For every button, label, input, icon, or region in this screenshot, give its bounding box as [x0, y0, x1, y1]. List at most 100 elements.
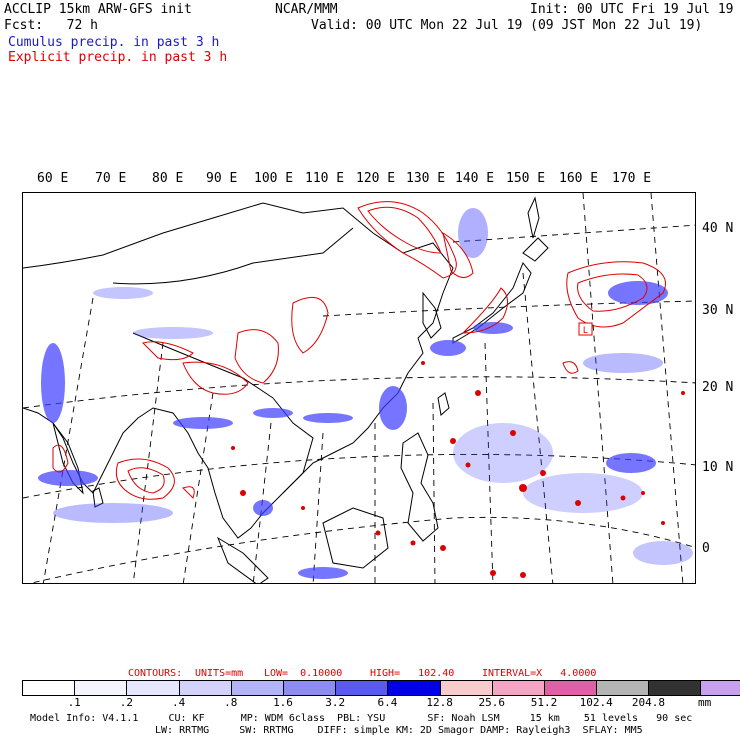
colorbar-cell	[701, 681, 740, 695]
init-time: Init: 00 UTC Fri 19 Jul 19	[530, 2, 734, 17]
lon-label: 80 E	[152, 171, 184, 186]
contours-high: HIGH= 102.40	[370, 668, 455, 679]
contours-units: UNITS=mm	[195, 668, 244, 679]
explicit-cell	[301, 506, 305, 510]
lat-line-40	[452, 224, 695, 243]
explicit-cell	[450, 438, 456, 444]
colorbar-cell	[492, 681, 545, 695]
cumulus-cell	[298, 567, 348, 579]
colorbar-label: 12.8	[426, 696, 453, 709]
cumulus-cell	[173, 417, 233, 429]
explicit-cell	[440, 545, 446, 551]
cumulus-cell	[38, 470, 98, 486]
map-canvas: L	[23, 193, 695, 583]
coast-sakhalin	[527, 196, 540, 239]
lon-label: 90 E	[206, 171, 238, 186]
lat-label: 10 N	[702, 460, 734, 475]
legend-cumulus: Cumulus precip. in past 3 h	[8, 35, 220, 50]
contours-low: LOW= 0.10000	[264, 668, 343, 679]
coast-asia-main	[23, 202, 454, 539]
cumulus-cell	[608, 281, 668, 305]
cumulus-cell	[93, 287, 153, 299]
cumulus-cell	[606, 453, 656, 473]
meridian-130e	[432, 402, 436, 583]
cumulus-cell	[458, 208, 488, 258]
coast-sumatra	[216, 536, 269, 583]
lat-label: 0	[702, 541, 710, 556]
border-china-north	[112, 227, 354, 285]
lon-label: 110 E	[305, 171, 345, 186]
explicit-contour	[234, 329, 279, 384]
explicit-cell	[681, 391, 685, 395]
latitude-lines	[23, 224, 695, 583]
explicit-contour	[461, 287, 508, 334]
colorbar-label: 204.8	[631, 696, 665, 709]
explicit-cell	[465, 462, 471, 468]
lon-label: 120 E	[356, 171, 396, 186]
cumulus-cell	[379, 386, 407, 430]
lat-line-20	[23, 376, 695, 409]
low-box	[578, 322, 593, 336]
legend-explicit: Explicit precip. in past 3 h	[8, 50, 228, 65]
explicit-cell	[641, 491, 645, 495]
explicit-contour	[577, 273, 648, 312]
lat-label: 40 N	[702, 221, 734, 236]
colorbar-cell	[127, 681, 180, 695]
colorbar-cell	[597, 681, 650, 695]
explicit-contour	[127, 467, 165, 494]
lon-label: 170 E	[612, 171, 652, 186]
explicit-cell	[240, 490, 246, 496]
product-title: ACCLIP 15km ARW-GFS init	[4, 2, 192, 17]
explicit-precip	[52, 201, 666, 500]
coast-india	[52, 422, 84, 495]
lon-label: 140 E	[455, 171, 495, 186]
meridian-170e	[650, 193, 684, 583]
coast-japan	[452, 262, 532, 344]
lat-line-0	[29, 516, 695, 583]
explicit-cell	[540, 470, 546, 476]
cumulus-cell	[53, 503, 173, 523]
colorbar-unit: mm	[698, 696, 712, 709]
colorbar-label: .1	[67, 696, 81, 709]
explicit-contour	[182, 486, 195, 499]
colorbar-cell	[336, 681, 389, 695]
lon-label: 130 E	[406, 171, 446, 186]
colorbar-cell	[283, 681, 337, 695]
colorbar-cell	[544, 681, 598, 695]
explicit-specks	[231, 361, 685, 578]
low-box-label: L	[583, 325, 588, 335]
lon-label: 100 E	[254, 171, 294, 186]
coast-sri-lanka	[92, 487, 104, 508]
cumulus-cell	[303, 413, 353, 423]
coast-taiwan	[437, 392, 450, 416]
colorbar-cell	[23, 681, 76, 695]
explicit-cell	[410, 540, 416, 546]
explicit-cell	[519, 484, 527, 492]
colorbar-cell	[440, 681, 493, 695]
colorbar	[22, 680, 740, 696]
lon-label: 60 E	[37, 171, 69, 186]
lon-label: 70 E	[95, 171, 127, 186]
longitude-lines	[42, 193, 684, 583]
colorbar-label: 6.4	[377, 696, 398, 709]
colorbar-label: .4	[171, 696, 186, 709]
colorbar-label: 25.6	[478, 696, 506, 709]
explicit-cell	[520, 572, 526, 578]
meridian-160e	[582, 193, 614, 583]
meridian-80e	[132, 342, 164, 583]
colorbar-label: 102.4	[579, 696, 613, 709]
explicit-cell	[575, 500, 581, 506]
model-info-line2: LW: RRTMG SW: RRTMG DIFF: simple KM: 2D …	[155, 725, 643, 736]
meridian-150e	[522, 272, 554, 583]
model-info-line1: Model Info: V4.1.1 CU: KF MP: WDM 6class…	[30, 713, 693, 724]
explicit-cell	[661, 521, 665, 525]
colorbar-label: 1.6	[273, 696, 293, 709]
explicit-contour	[115, 458, 175, 500]
explicit-contour	[566, 261, 666, 328]
cumulus-cell	[473, 322, 513, 334]
forecast-hour: Fcst: 72 h	[4, 18, 98, 33]
coast-philippines	[400, 432, 439, 542]
cumulus-precip	[38, 208, 693, 579]
colorbar-cell	[388, 681, 441, 695]
valid-time: Valid: 00 UTC Mon 22 Jul 19 (09 JST Mon …	[311, 18, 703, 33]
